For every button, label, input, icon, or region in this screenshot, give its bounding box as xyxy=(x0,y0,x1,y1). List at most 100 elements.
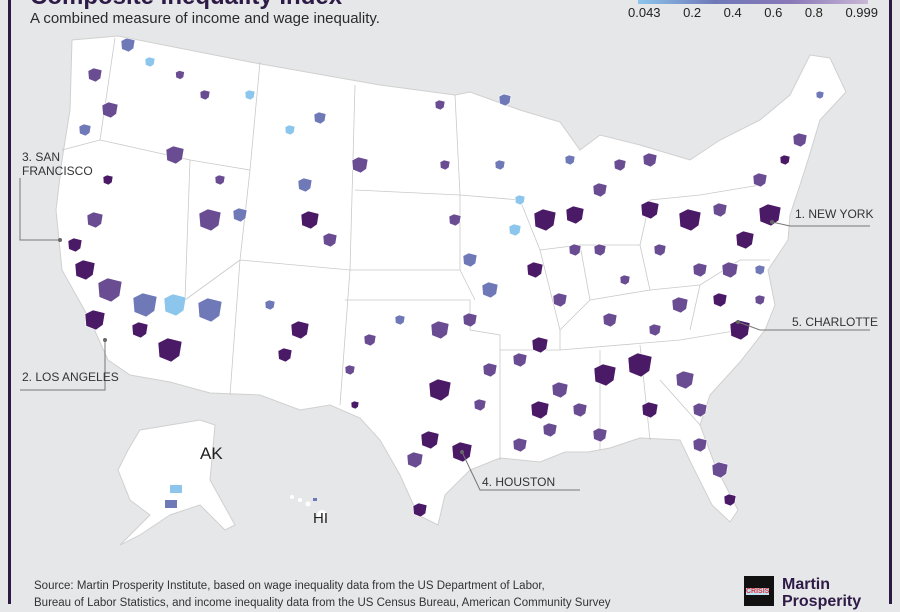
metro-area xyxy=(264,299,276,311)
metro-area xyxy=(675,370,695,390)
metro-area xyxy=(692,402,708,418)
callout-san-francisco: 3. SAN FRANCISCO xyxy=(22,150,93,178)
metro-area xyxy=(692,437,708,453)
source-line-1: Source: Martin Prosperity Institute, bas… xyxy=(34,580,545,592)
metro-area xyxy=(593,363,617,387)
metro-area xyxy=(526,261,544,279)
callout-charlotte: 5. CHARLOTTE xyxy=(792,315,879,329)
metro-alaska-2 xyxy=(165,500,177,508)
metro-area xyxy=(363,333,377,347)
metro-area xyxy=(284,124,296,136)
metro-area xyxy=(514,194,526,206)
metro-area xyxy=(232,207,248,223)
metro-area xyxy=(572,402,588,418)
metro-area xyxy=(752,172,768,188)
callout-los-angeles: 2. LOS ANGELES xyxy=(22,370,119,384)
metro-area xyxy=(462,312,478,328)
metro-area xyxy=(721,261,739,279)
metro-area xyxy=(102,174,114,186)
frame-border-left xyxy=(8,0,11,604)
metro-area xyxy=(199,89,211,101)
color-legend: 0.043 0.2 0.4 0.6 0.8 0.999 xyxy=(628,0,878,20)
metro-area xyxy=(67,237,83,253)
metro-area xyxy=(551,381,569,399)
metro-area xyxy=(627,352,653,378)
metro-area xyxy=(564,154,576,166)
metro-area xyxy=(175,70,185,80)
metro-area xyxy=(165,145,185,165)
metro-area xyxy=(244,89,256,101)
book-title: CRISIS xyxy=(746,588,770,595)
metro-area xyxy=(641,401,659,419)
callout-leader-lines xyxy=(19,178,870,491)
metro-honolulu xyxy=(313,498,317,501)
legend-tick: 0.2 xyxy=(683,5,702,20)
metro-area xyxy=(406,451,424,469)
metro-area xyxy=(593,243,607,257)
metro-area xyxy=(754,264,766,276)
metro-area xyxy=(132,292,158,318)
legend-gradient-bar xyxy=(638,0,868,4)
metro-area xyxy=(552,292,568,308)
metro-area xyxy=(619,274,631,286)
frame-border-right xyxy=(889,0,892,604)
metro-area xyxy=(157,337,183,363)
metro-area xyxy=(434,99,446,111)
martin-prosperity-logo: CRISIS Martin Prosperity xyxy=(744,576,861,610)
metro-area xyxy=(430,320,450,340)
metro-area xyxy=(473,398,487,412)
metro-area xyxy=(512,437,528,453)
callout-dots xyxy=(58,220,774,454)
metro-area xyxy=(712,202,728,218)
metro-area xyxy=(494,159,506,171)
metro-area xyxy=(277,347,293,363)
metro-area xyxy=(120,37,136,53)
metro-areas xyxy=(67,37,825,518)
metro-area xyxy=(692,262,708,278)
metro-area xyxy=(642,152,658,168)
metro-area xyxy=(602,312,618,328)
metro-area xyxy=(758,203,782,227)
metro-area xyxy=(640,200,660,220)
legend-tick: 0.043 xyxy=(628,5,661,20)
metro-area xyxy=(74,259,96,281)
book-cover-icon: CRISIS xyxy=(744,576,774,606)
metro-area xyxy=(394,314,406,326)
metro-area xyxy=(131,321,149,339)
metro-area xyxy=(754,294,766,306)
metro-area xyxy=(508,223,522,237)
metro-area xyxy=(439,159,451,171)
metro-area xyxy=(350,400,360,410)
metro-area xyxy=(530,400,550,420)
metro-area xyxy=(97,277,123,303)
metro-area xyxy=(653,243,667,257)
metro-area xyxy=(712,292,728,308)
metro-area xyxy=(498,93,512,107)
metro-area xyxy=(735,230,755,250)
legend-tick: 0.6 xyxy=(764,5,783,20)
legend-tick: 0.8 xyxy=(804,5,823,20)
metro-area xyxy=(300,210,320,230)
alaska-outline xyxy=(117,419,236,546)
metro-area xyxy=(351,156,369,174)
legend-tick: 0.999 xyxy=(845,5,878,20)
metro-area xyxy=(482,362,498,378)
metro-area xyxy=(214,174,226,186)
metro-area xyxy=(678,208,702,232)
metro-area xyxy=(78,123,92,137)
callout-new-york: 1. NEW YORK xyxy=(795,207,874,221)
legend-tick: 0.4 xyxy=(723,5,742,20)
source-note: Source: Martin Prosperity Institute, bas… xyxy=(34,578,611,612)
metro-area xyxy=(533,208,557,232)
metro-area xyxy=(448,213,462,227)
metro-area xyxy=(512,352,528,368)
metro-area xyxy=(531,336,549,354)
metro-area xyxy=(412,502,428,518)
metro-area xyxy=(87,67,103,83)
metro-area xyxy=(163,293,187,317)
callout-houston: 4. HOUSTON xyxy=(482,475,556,489)
metro-area xyxy=(779,154,791,166)
metro-area xyxy=(815,90,825,100)
metro-area xyxy=(565,205,585,225)
